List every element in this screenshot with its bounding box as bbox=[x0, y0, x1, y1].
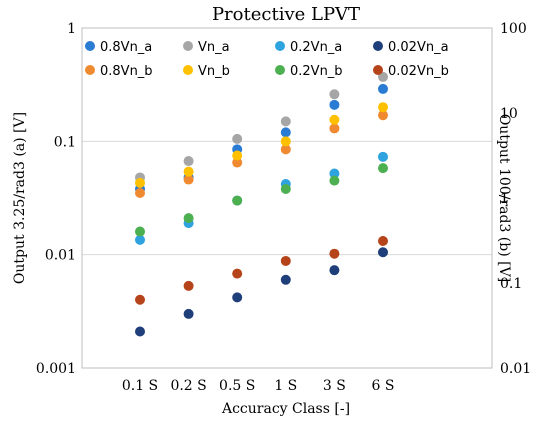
data-point bbox=[232, 157, 243, 168]
x-tick-label: 0.5 S bbox=[219, 378, 255, 394]
data-point bbox=[329, 168, 340, 179]
data-point bbox=[232, 150, 243, 161]
legend-label: 0.8Vn_b bbox=[100, 64, 153, 79]
x-tick-label: 0.2 S bbox=[170, 378, 206, 394]
data-point bbox=[135, 226, 145, 237]
data-point bbox=[135, 188, 145, 199]
data-point bbox=[280, 274, 291, 285]
legend-marker bbox=[275, 41, 285, 51]
data-point bbox=[378, 102, 388, 113]
y-tick-label-left: 0.001 bbox=[36, 361, 76, 377]
data-point bbox=[183, 280, 194, 291]
legend-label: Vn_a bbox=[198, 40, 230, 55]
legend-marker bbox=[373, 41, 383, 51]
data-point bbox=[329, 175, 340, 186]
legend-marker bbox=[85, 65, 95, 75]
x-axis-label: Accuracy Class [-] bbox=[221, 401, 350, 417]
y-tick-label-right: 0.01 bbox=[500, 361, 531, 377]
data-point bbox=[329, 248, 340, 259]
data-point bbox=[183, 308, 194, 319]
legend-marker bbox=[275, 65, 285, 75]
data-point bbox=[232, 195, 243, 206]
data-point bbox=[232, 292, 243, 303]
chart-title: Protective LPVT bbox=[212, 4, 360, 25]
legend-marker bbox=[183, 65, 193, 75]
data-point bbox=[378, 247, 388, 258]
data-point bbox=[135, 177, 145, 188]
data-point bbox=[329, 114, 340, 125]
data-point bbox=[280, 116, 291, 127]
legend-label: 0.2Vn_b bbox=[290, 64, 343, 79]
legend-label: Vn_b bbox=[198, 64, 230, 79]
legend-marker bbox=[183, 41, 193, 51]
data-point bbox=[378, 83, 388, 94]
data-point bbox=[135, 234, 145, 245]
data-point bbox=[329, 265, 340, 276]
y-tick-label-right: 100 bbox=[500, 21, 527, 37]
y-tick-label-left: 1 bbox=[67, 21, 76, 37]
y-tick-label-right: 1 bbox=[500, 191, 509, 207]
data-point bbox=[329, 89, 340, 100]
data-point bbox=[329, 123, 340, 134]
data-point bbox=[378, 236, 388, 247]
data-point bbox=[183, 174, 194, 185]
data-point bbox=[280, 255, 291, 266]
legend-marker bbox=[85, 41, 95, 51]
data-point bbox=[183, 156, 194, 167]
data-point bbox=[280, 127, 291, 138]
y-axis-label-right: Output 100/rad3 (b) [V] bbox=[496, 114, 512, 282]
data-point bbox=[378, 71, 388, 82]
data-point bbox=[135, 326, 145, 337]
legend-label: 0.02Vn_a bbox=[388, 40, 449, 55]
data-point bbox=[378, 151, 388, 162]
data-point bbox=[232, 133, 243, 144]
y-tick-label-left: 0.01 bbox=[45, 248, 76, 264]
data-point bbox=[378, 163, 388, 174]
data-point bbox=[183, 213, 194, 224]
x-tick-label: 0.1 S bbox=[122, 378, 158, 394]
data-point bbox=[280, 183, 291, 194]
x-tick-label: 6 S bbox=[372, 378, 395, 394]
data-point bbox=[232, 268, 243, 279]
data-point bbox=[329, 99, 340, 110]
data-point bbox=[183, 166, 194, 177]
data-point bbox=[280, 136, 291, 147]
x-tick-label: 3 S bbox=[323, 378, 346, 394]
y-tick-label-right: 0.1 bbox=[500, 276, 522, 292]
y-tick-label-left: 0.1 bbox=[54, 134, 76, 150]
x-tick-label: 1 S bbox=[274, 378, 297, 394]
y-axis-label-left: Output 3.25/rad3 (a) [V] bbox=[12, 112, 28, 284]
data-point bbox=[135, 294, 145, 305]
legend-label: 0.02Vn_b bbox=[388, 64, 449, 79]
legend-label: 0.8Vn_a bbox=[100, 40, 152, 55]
y-tick-label-right: 10 bbox=[500, 106, 518, 122]
data-point bbox=[378, 110, 388, 121]
plot-frame bbox=[81, 27, 493, 369]
data-point bbox=[280, 144, 291, 155]
legend-marker bbox=[373, 65, 383, 75]
legend-label: 0.2Vn_a bbox=[290, 40, 342, 55]
